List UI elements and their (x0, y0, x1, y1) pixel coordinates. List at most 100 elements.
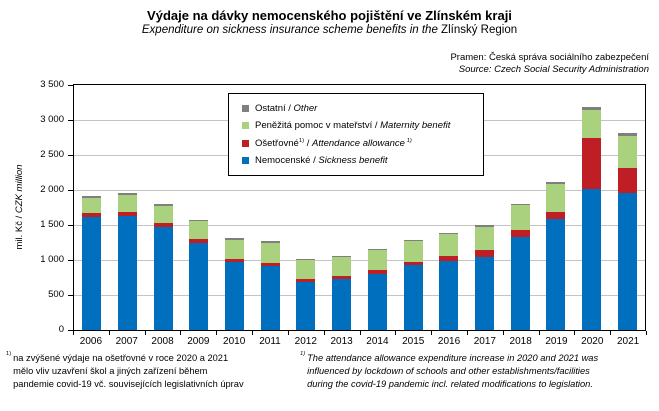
bar-segment-osetrovne-2007 (118, 211, 138, 217)
bar-segment-materstvi-2018 (510, 205, 530, 230)
bar-segment-ostatni-2008 (153, 203, 173, 206)
bar-segment-ostatni-2020 (581, 107, 601, 111)
y-axis-label-3000: 3 000 (40, 114, 64, 125)
bar-slot-2019 (538, 85, 574, 330)
bar-segment-materstvi-2007 (118, 195, 138, 212)
bar-2008 (153, 203, 173, 330)
bar-segment-materstvi-2012 (296, 259, 316, 280)
x-axis-label-2021: 2021 (616, 336, 640, 347)
gridline-1000 (74, 259, 645, 261)
bar-slot-2010 (217, 85, 253, 330)
gridline-1500 (74, 224, 645, 226)
legend-label-ostatni: Ostatní / Other (255, 103, 318, 115)
bar-2017 (474, 224, 494, 330)
bar-segment-materstvi-2021 (617, 135, 637, 168)
bar-segment-ostatni-2017 (474, 224, 494, 227)
x-axis-label-2011: 2011 (259, 336, 281, 347)
bar-segment-ostatni-2015 (403, 240, 423, 242)
bar-segment-ostatni-2014 (367, 249, 387, 251)
bar-segment-ostatni-2018 (510, 203, 530, 206)
y-axis-label-2500: 2 500 (40, 149, 64, 160)
footnote-english-text: The attendance allowance expenditure inc… (307, 353, 599, 389)
bar-segment-ostatni-2021 (617, 132, 637, 136)
bar-2015 (403, 240, 423, 330)
x-axis-tick-0 (73, 331, 74, 335)
bar-segment-nemocenske-2011 (260, 265, 280, 330)
chart-subtitle: Expenditure on sickness insurance scheme… (0, 24, 659, 36)
x-axis-label-2006: 2006 (79, 336, 103, 347)
bar-segment-materstvi-2008 (153, 205, 173, 223)
bar-segment-materstvi-2013 (332, 256, 352, 276)
y-axis-tick-1500 (68, 225, 73, 226)
bar-segment-nemocenske-2019 (546, 218, 566, 330)
bar-segment-nemocenske-2006 (82, 216, 102, 330)
footnote-czech-text: na zvýšené výdaje na ošetřovné v roce 20… (13, 353, 244, 389)
bar-segment-materstvi-2016 (439, 234, 459, 257)
legend-box: Ostatní / Other Peněžitá pomoc v mateřstv… (228, 93, 484, 176)
bar-slot-2016 (431, 85, 467, 330)
bar-2021 (617, 132, 637, 330)
bar-segment-osetrovne-2011 (260, 263, 280, 266)
x-axis-labels: 2006 2007 2008 2009 2010 2011 2012 2013 2014 2015… (73, 336, 646, 347)
chart-subtitle-english: Expenditure on sickness insurance scheme… (141, 24, 442, 36)
bar-segment-ostatni-2009 (189, 219, 209, 221)
source-line-czech: Pramen: Česká správa sociálního zabezpeč… (450, 52, 649, 63)
y-axis-label-2000: 2 000 (40, 184, 64, 195)
bar-segment-materstvi-2006 (82, 197, 102, 213)
bar-2010 (225, 238, 245, 330)
x-axis-label-2007: 2007 (115, 336, 138, 347)
bar-segment-nemocenske-2014 (367, 273, 387, 330)
legend-swatch-ostatni (242, 105, 249, 113)
bar-slot-2020 (574, 85, 610, 330)
x-axis-tick-1 (108, 331, 110, 335)
bar-slot-2011 (252, 85, 288, 330)
x-axis-label-2019: 2019 (545, 336, 568, 347)
y-axis-label-3500: 3 500 (40, 79, 64, 90)
bar-2018 (510, 203, 530, 330)
x-axis-label-2009: 2009 (187, 336, 210, 347)
x-axis-tick-2 (144, 331, 146, 335)
bar-segment-ostatni-2007 (118, 193, 138, 196)
bar-segment-osetrovne-2006 (82, 212, 102, 217)
legend-item-ostatni: Ostatní / Other (242, 103, 477, 114)
bar-2020 (581, 107, 601, 330)
x-axis-label-2008: 2008 (151, 336, 174, 347)
x-axis-label-2015: 2015 (402, 336, 425, 347)
bar-slot-2015 (395, 85, 431, 330)
legend-item-osetrovne: Ošetřovné1) / Attendance allowance 1) (242, 137, 477, 149)
bar-segment-materstvi-2020 (581, 110, 601, 138)
bar-segment-nemocenske-2017 (474, 256, 494, 330)
bar-segment-ostatni-2019 (546, 182, 566, 185)
bar-segment-materstvi-2015 (403, 241, 423, 262)
bars-container (74, 85, 645, 330)
bar-segment-materstvi-2011 (260, 242, 280, 264)
bar-segment-osetrovne-2020 (581, 137, 601, 189)
x-axis-tick-4 (216, 331, 218, 335)
x-axis-tick-12 (502, 331, 504, 335)
bar-slot-2006 (74, 85, 110, 330)
footnote-english: 1) The attendance allowance expenditure … (300, 351, 656, 391)
bar-segment-ostatni-2012 (296, 258, 316, 260)
bar-segment-osetrovne-2012 (296, 279, 316, 282)
bar-2013 (332, 255, 352, 330)
x-axis-label-2012: 2012 (294, 336, 317, 347)
bar-slot-2009 (181, 85, 217, 330)
bar-2014 (367, 249, 387, 330)
x-axis-tick-15 (610, 331, 612, 335)
x-axis-tick-7 (323, 331, 325, 335)
bar-segment-ostatni-2016 (439, 232, 459, 235)
bar-segment-materstvi-2019 (546, 184, 566, 212)
bar-segment-nemocenske-2016 (439, 260, 459, 330)
bar-2016 (439, 232, 459, 330)
y-axis-tick-2000 (68, 190, 73, 191)
bar-segment-materstvi-2010 (225, 239, 245, 260)
x-axis-label-2010: 2010 (223, 336, 246, 347)
bar-segment-materstvi-2017 (474, 226, 494, 251)
x-axis-label-2013: 2013 (330, 336, 353, 347)
bar-segment-nemocenske-2018 (510, 236, 530, 330)
y-axis-label-1500: 1 500 (40, 219, 64, 230)
legend-swatch-osetrovne (242, 139, 249, 147)
x-axis-label-2018: 2018 (509, 336, 532, 347)
bar-segment-materstvi-2014 (367, 250, 387, 271)
footnote-english-marker: 1) (300, 351, 306, 357)
